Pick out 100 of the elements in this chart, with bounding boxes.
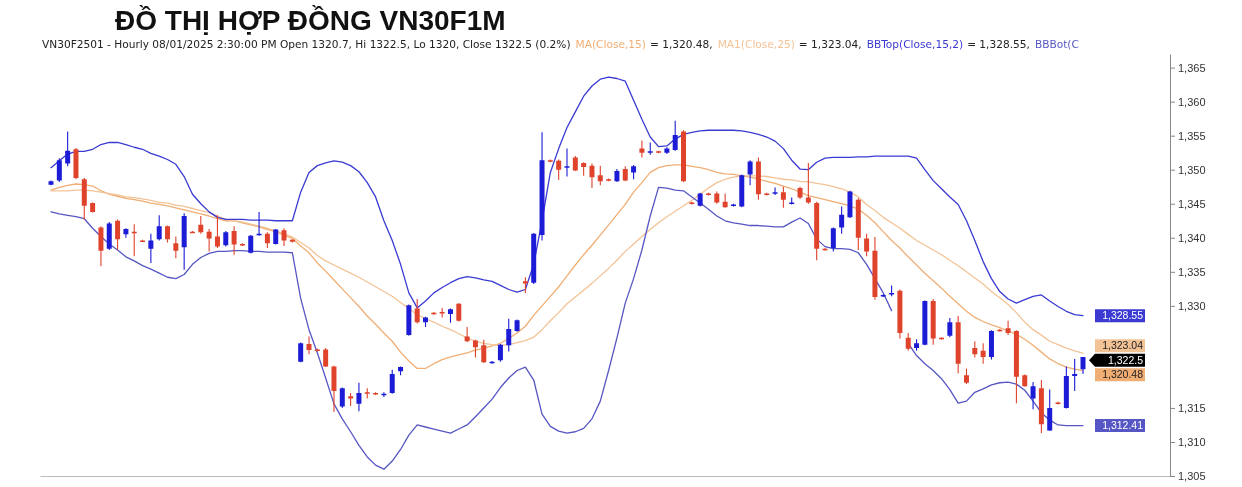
candlestick bbox=[1055, 401, 1061, 405]
line-series bbox=[50, 76, 1084, 317]
candlestick bbox=[323, 348, 329, 368]
candlestick bbox=[1022, 374, 1028, 387]
candlestick bbox=[747, 160, 753, 186]
candlestick bbox=[140, 239, 146, 242]
candlestick bbox=[672, 120, 678, 151]
candlestick bbox=[897, 289, 903, 339]
candlestick bbox=[972, 341, 978, 358]
data-label: 1,328.55 bbox=[1102, 309, 1144, 322]
candlestick bbox=[306, 336, 312, 355]
chart-title: ĐỒ THỊ HỢP ĐỒNG VN30F1M bbox=[115, 5, 506, 36]
candlestick bbox=[339, 387, 345, 408]
candlestick bbox=[356, 382, 362, 412]
candlestick bbox=[556, 159, 562, 180]
y-tick-label: 1,330 bbox=[1178, 299, 1206, 312]
candlestick bbox=[389, 369, 395, 394]
candlestick bbox=[855, 198, 861, 251]
y-tick-label: 1,310 bbox=[1178, 435, 1206, 448]
candlestick bbox=[614, 169, 620, 182]
candlestick bbox=[772, 187, 778, 195]
candlestick bbox=[348, 392, 354, 406]
text: BBTop(Close,15,2) bbox=[866, 38, 964, 50]
candlestick bbox=[206, 228, 212, 252]
data-label: 1,323.04 bbox=[1102, 339, 1144, 352]
candlestick bbox=[689, 201, 695, 205]
candlestick bbox=[223, 230, 229, 247]
candlestick bbox=[639, 140, 645, 158]
candlestick bbox=[447, 308, 453, 323]
candlestick bbox=[456, 303, 462, 322]
y-tick-label: 1,355 bbox=[1178, 129, 1206, 142]
candlestick bbox=[922, 300, 928, 346]
candlestick bbox=[564, 148, 570, 177]
candlestick bbox=[963, 368, 969, 385]
candlestick bbox=[497, 343, 503, 362]
data-label: 1,312.41 bbox=[1102, 419, 1144, 432]
candlestick bbox=[730, 203, 736, 207]
candlestick bbox=[464, 326, 470, 342]
candlestick bbox=[214, 215, 220, 248]
candlestick bbox=[914, 339, 920, 351]
candlestick bbox=[847, 190, 853, 219]
candlestick bbox=[631, 164, 637, 180]
candlestick bbox=[789, 197, 795, 205]
text: 1,322.5 bbox=[1107, 353, 1143, 366]
candlestick bbox=[814, 201, 820, 261]
y-tick-label: 1,335 bbox=[1178, 265, 1206, 278]
y-tick-label: 1,360 bbox=[1178, 95, 1206, 108]
candlestick bbox=[472, 339, 478, 358]
candlestick bbox=[839, 206, 845, 234]
candlestick bbox=[664, 147, 670, 155]
candlestick bbox=[647, 142, 653, 155]
candlestick bbox=[65, 131, 71, 167]
candlestick bbox=[589, 163, 595, 189]
candlestick bbox=[514, 319, 520, 332]
candlestick bbox=[198, 215, 204, 234]
candlestick bbox=[406, 304, 412, 336]
candlestick bbox=[181, 213, 187, 270]
candlestick bbox=[165, 225, 171, 243]
candlestick bbox=[1072, 358, 1078, 391]
candlestick bbox=[123, 228, 129, 238]
candlestick bbox=[289, 239, 295, 243]
candlestick bbox=[805, 162, 811, 204]
candlestick bbox=[173, 236, 179, 259]
candlestick bbox=[947, 318, 953, 338]
y-tick-label: 1,305 bbox=[1178, 470, 1206, 483]
candlestick bbox=[364, 388, 370, 399]
chart-subtitle: VN30F2501 - Hourly 08/01/2025 2:30:00 PM Open 1320.7, Hi 1322.5, Lo 1320, Close 1322.5 (0.2%) bbox=[42, 38, 571, 50]
candlestick bbox=[581, 162, 587, 176]
data-label: 1,320.48 bbox=[1102, 368, 1144, 381]
candlestick bbox=[298, 342, 304, 363]
candlestick bbox=[273, 228, 279, 245]
candlestick bbox=[331, 365, 337, 413]
candlestick bbox=[531, 233, 537, 285]
candlestick bbox=[1013, 330, 1019, 404]
candlestick bbox=[656, 150, 662, 154]
candlestick bbox=[81, 177, 87, 220]
candlestick bbox=[539, 132, 545, 241]
y-tick-label: 1,350 bbox=[1178, 163, 1206, 176]
candlestick bbox=[697, 192, 703, 207]
candlestick bbox=[106, 222, 112, 251]
candlestick bbox=[714, 191, 720, 204]
candlestick bbox=[955, 316, 961, 374]
candlestick bbox=[314, 348, 320, 352]
candlestick bbox=[572, 156, 578, 172]
candlestick bbox=[248, 235, 254, 254]
text: = 1,320.48, bbox=[649, 38, 713, 50]
candlestick bbox=[622, 166, 628, 182]
candlestick bbox=[988, 330, 994, 360]
candlestick bbox=[780, 186, 786, 208]
candlestick bbox=[148, 233, 154, 263]
candlestick bbox=[930, 299, 936, 345]
candlestick bbox=[722, 193, 728, 208]
candlestick bbox=[1038, 380, 1044, 434]
candlestick bbox=[830, 227, 836, 252]
candlestick bbox=[481, 339, 487, 364]
candlestick bbox=[414, 299, 420, 324]
candlestick bbox=[1005, 320, 1011, 336]
candlestick bbox=[1063, 366, 1069, 409]
candlestick bbox=[864, 233, 870, 257]
candlestick bbox=[1047, 389, 1053, 432]
